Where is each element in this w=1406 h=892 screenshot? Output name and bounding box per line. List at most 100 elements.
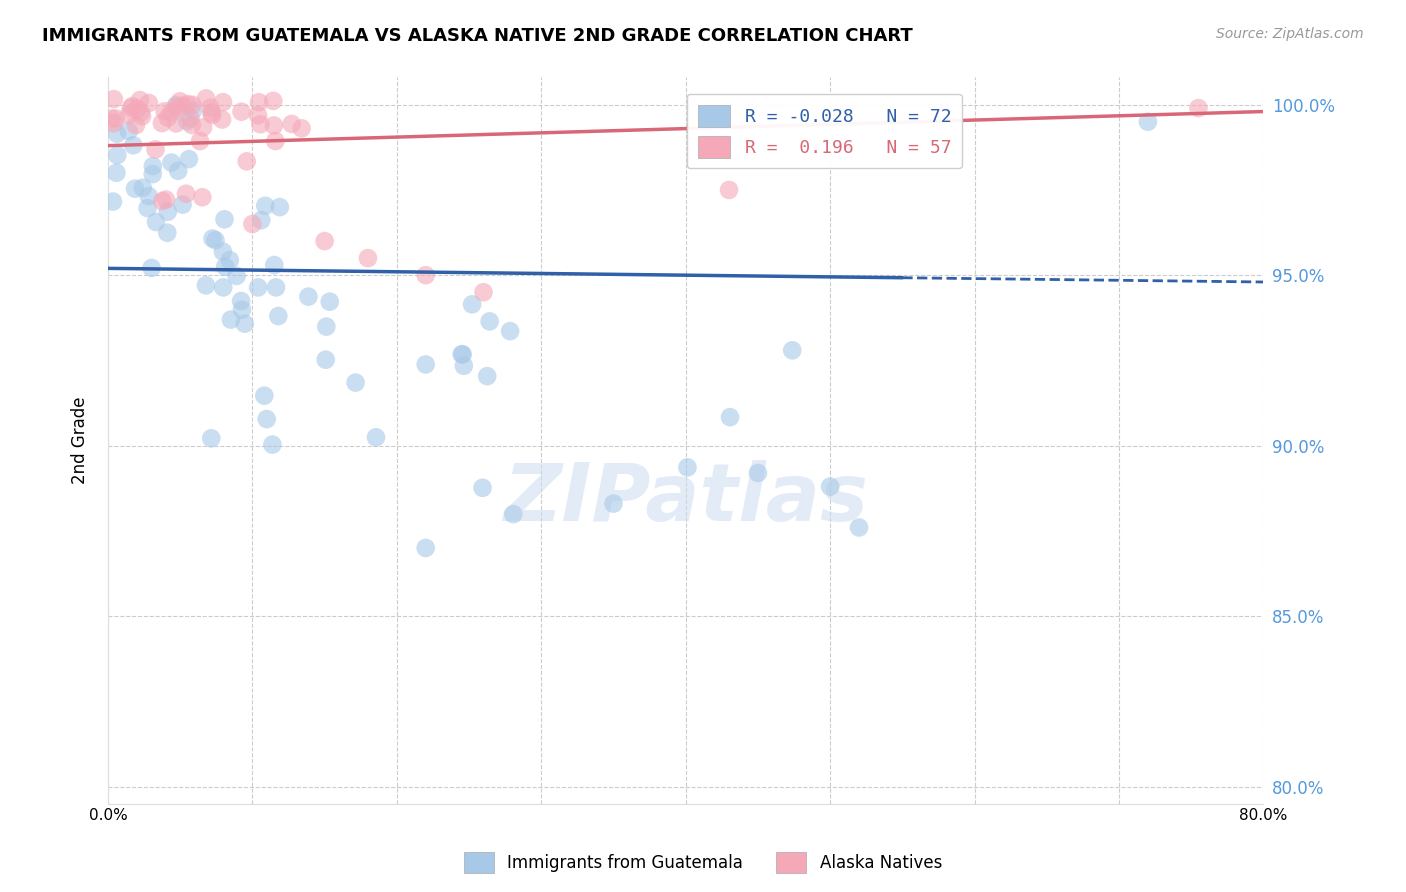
- Point: [200, 431, 222, 445]
- Point: [780, 343, 803, 358]
- Point: [602, 497, 624, 511]
- Point: [176, 114, 198, 128]
- Text: IMMIGRANTS FROM GUATEMALA VS ALASKA NATIVE 2ND GRADE CORRELATION CHART: IMMIGRANTS FROM GUATEMALA VS ALASKA NATI…: [42, 27, 912, 45]
- Point: [229, 293, 252, 308]
- Point: [120, 101, 142, 115]
- Point: [172, 99, 194, 113]
- Point: [314, 234, 336, 248]
- Point: [204, 233, 226, 247]
- Point: [200, 101, 222, 115]
- Point: [129, 93, 152, 107]
- Point: [153, 104, 176, 119]
- Text: ZIPatlas: ZIPatlas: [503, 459, 869, 538]
- Point: [118, 124, 141, 138]
- Point: [121, 99, 143, 113]
- Point: [1187, 101, 1209, 115]
- Point: [142, 159, 165, 173]
- Point: [256, 412, 278, 426]
- Point: [472, 285, 495, 300]
- Point: [1136, 115, 1159, 129]
- Y-axis label: 2nd Grade: 2nd Grade: [72, 397, 89, 484]
- Point: [461, 297, 484, 311]
- Point: [450, 347, 472, 361]
- Point: [818, 479, 841, 493]
- Point: [319, 294, 342, 309]
- Point: [247, 280, 270, 294]
- Point: [181, 103, 204, 118]
- Point: [165, 98, 187, 112]
- Point: [100, 112, 122, 126]
- Point: [194, 278, 217, 293]
- Point: [291, 121, 314, 136]
- Point: [155, 193, 177, 207]
- Point: [105, 148, 128, 162]
- Point: [280, 117, 302, 131]
- Point: [191, 190, 214, 204]
- Point: [188, 134, 211, 148]
- Point: [233, 317, 256, 331]
- Point: [315, 319, 337, 334]
- Point: [264, 280, 287, 294]
- Point: [181, 97, 204, 112]
- Point: [142, 167, 165, 181]
- Point: [136, 201, 159, 215]
- Point: [471, 481, 494, 495]
- Point: [267, 309, 290, 323]
- Point: [200, 105, 222, 120]
- Point: [499, 324, 522, 338]
- Point: [218, 253, 240, 268]
- Point: [263, 119, 285, 133]
- Point: [180, 118, 202, 132]
- Point: [262, 437, 284, 451]
- Point: [167, 163, 190, 178]
- Point: [150, 116, 173, 130]
- Point: [145, 215, 167, 229]
- Point: [103, 116, 125, 130]
- Point: [212, 244, 235, 259]
- Point: [101, 194, 124, 209]
- Point: [478, 314, 501, 328]
- Point: [263, 258, 285, 272]
- Point: [150, 194, 173, 208]
- Point: [212, 95, 235, 110]
- Point: [502, 507, 524, 521]
- Point: [231, 302, 253, 317]
- Point: [156, 111, 179, 125]
- Point: [141, 260, 163, 275]
- Point: [254, 199, 277, 213]
- Point: [249, 117, 271, 131]
- Point: [262, 94, 284, 108]
- Point: [344, 376, 367, 390]
- Point: [253, 389, 276, 403]
- Point: [122, 138, 145, 153]
- Point: [177, 97, 200, 112]
- Point: [138, 95, 160, 110]
- Point: [235, 154, 257, 169]
- Point: [191, 120, 214, 135]
- Point: [156, 226, 179, 240]
- Point: [718, 410, 741, 425]
- Text: Source: ZipAtlas.com: Source: ZipAtlas.com: [1216, 27, 1364, 41]
- Point: [747, 466, 769, 480]
- Point: [160, 105, 183, 120]
- Point: [105, 166, 128, 180]
- Point: [315, 352, 337, 367]
- Point: [131, 109, 153, 123]
- Point: [242, 217, 264, 231]
- Point: [246, 108, 269, 122]
- Point: [214, 260, 236, 274]
- Point: [156, 204, 179, 219]
- Legend: R = -0.028   N = 72, R =  0.196   N = 57: R = -0.028 N = 72, R = 0.196 N = 57: [686, 94, 962, 169]
- Point: [718, 183, 741, 197]
- Point: [212, 280, 235, 294]
- Point: [848, 520, 870, 534]
- Point: [103, 92, 125, 106]
- Point: [415, 541, 437, 555]
- Point: [415, 268, 437, 282]
- Point: [165, 100, 187, 114]
- Point: [201, 108, 224, 122]
- Point: [104, 112, 127, 126]
- Point: [174, 186, 197, 201]
- Point: [231, 104, 253, 119]
- Legend: Immigrants from Guatemala, Alaska Natives: Immigrants from Guatemala, Alaska Native…: [457, 846, 949, 880]
